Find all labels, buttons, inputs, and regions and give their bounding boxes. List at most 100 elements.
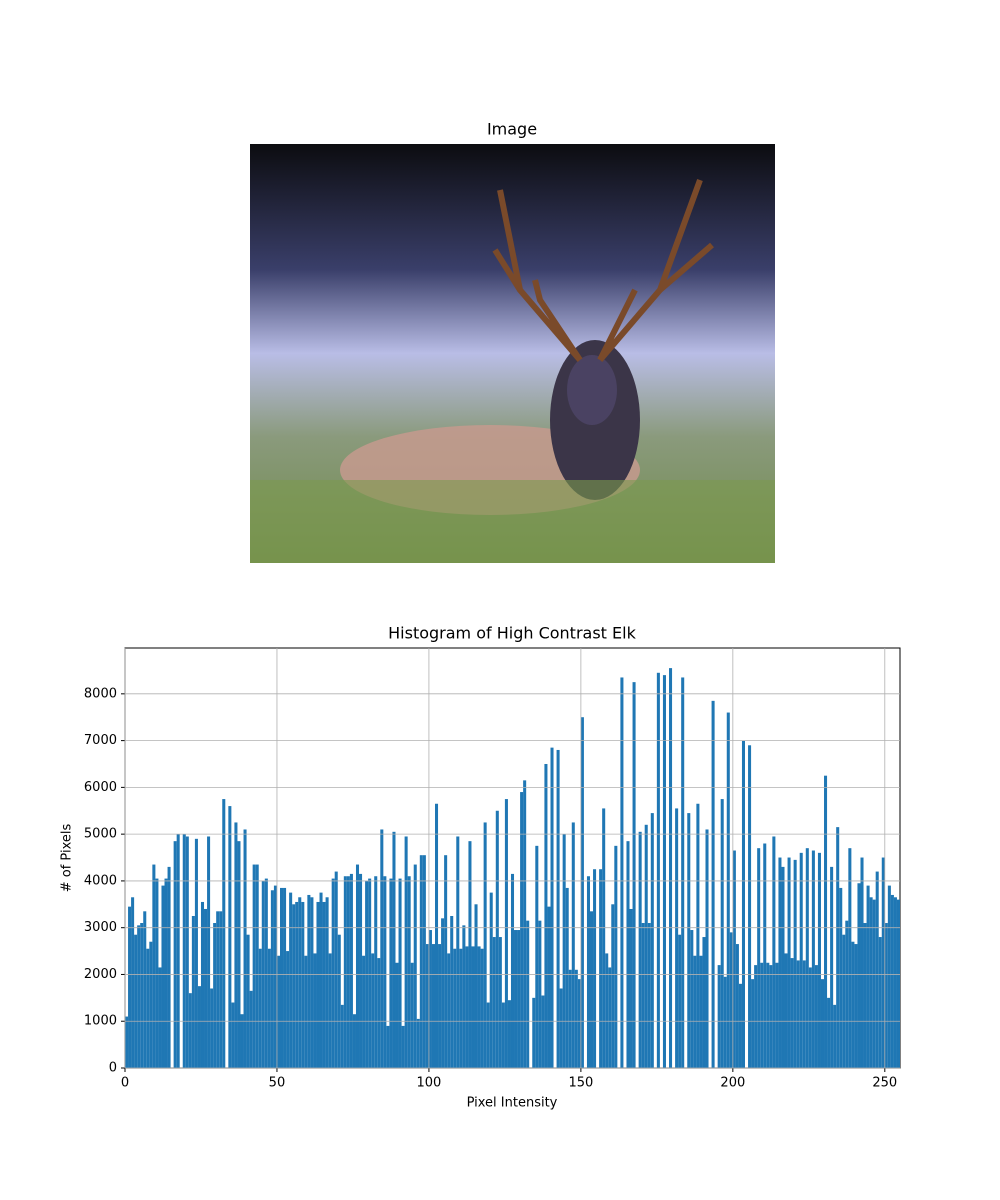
bar xyxy=(483,822,487,1068)
bar xyxy=(565,887,569,1068)
bar xyxy=(283,887,287,1068)
bar xyxy=(517,930,521,1068)
bar xyxy=(568,969,572,1068)
bar xyxy=(641,923,645,1068)
bar xyxy=(593,869,597,1068)
bar xyxy=(559,988,563,1068)
bar xyxy=(748,745,752,1068)
bar xyxy=(477,946,481,1068)
bar xyxy=(167,866,171,1068)
bar xyxy=(304,955,308,1068)
bar xyxy=(216,911,220,1068)
x-tick-label: 200 xyxy=(720,1076,745,1091)
bar xyxy=(590,911,594,1068)
bar xyxy=(355,864,360,1068)
bar xyxy=(395,962,399,1068)
bar xyxy=(489,892,493,1068)
bar xyxy=(431,944,435,1068)
bar xyxy=(824,775,828,1068)
bar xyxy=(264,878,268,1068)
bar xyxy=(404,836,408,1068)
bar xyxy=(252,864,256,1068)
bar xyxy=(820,979,825,1068)
bar xyxy=(398,878,402,1068)
chart-title: Histogram of High Contrast Elk xyxy=(388,624,636,643)
bar xyxy=(164,878,168,1068)
bar xyxy=(599,869,603,1068)
bar xyxy=(775,962,779,1068)
bar xyxy=(471,946,475,1068)
bar xyxy=(191,915,195,1068)
bar xyxy=(869,897,873,1068)
x-tick-label: 150 xyxy=(568,1076,593,1091)
bar xyxy=(550,747,554,1068)
bar xyxy=(486,1002,490,1068)
bar xyxy=(881,857,885,1068)
bar xyxy=(580,717,584,1068)
bar xyxy=(322,901,326,1068)
bar xyxy=(237,841,241,1068)
bar xyxy=(833,1004,837,1068)
bar xyxy=(240,1014,244,1068)
bar xyxy=(161,885,165,1068)
bar xyxy=(258,948,262,1068)
bar xyxy=(778,857,782,1068)
bar xyxy=(814,965,818,1068)
y-tick-label: 0 xyxy=(109,1061,117,1076)
bar xyxy=(805,848,809,1068)
bar xyxy=(769,965,773,1068)
bar xyxy=(501,1002,505,1068)
bars xyxy=(125,668,900,1068)
bar xyxy=(386,1025,390,1068)
bar xyxy=(842,934,846,1068)
bar xyxy=(799,852,803,1068)
bar xyxy=(280,887,284,1068)
bar xyxy=(681,677,685,1068)
bar xyxy=(331,878,335,1068)
bar xyxy=(632,682,636,1068)
bar xyxy=(185,836,189,1068)
bar xyxy=(757,848,761,1068)
bar xyxy=(371,953,375,1068)
bar xyxy=(526,920,530,1068)
bar xyxy=(140,923,144,1068)
y-axis-label: # of Pixels xyxy=(60,824,75,893)
grid xyxy=(124,648,900,1069)
bar xyxy=(210,988,214,1068)
bar xyxy=(267,948,271,1068)
bar xyxy=(416,1018,420,1068)
bar xyxy=(638,831,642,1068)
bar xyxy=(173,841,177,1068)
bar xyxy=(608,967,612,1068)
bar xyxy=(535,845,539,1068)
y-tick-label: 7000 xyxy=(84,733,117,748)
bar xyxy=(307,894,311,1068)
bar xyxy=(514,930,518,1068)
bar xyxy=(702,937,706,1068)
bar xyxy=(243,829,247,1068)
bar xyxy=(839,887,843,1068)
bar xyxy=(538,920,542,1068)
bar xyxy=(544,763,548,1068)
bar xyxy=(732,850,736,1068)
bar xyxy=(690,930,694,1068)
bar xyxy=(213,923,217,1068)
bar xyxy=(480,948,484,1068)
bar xyxy=(541,995,545,1068)
bar xyxy=(228,806,232,1068)
bar xyxy=(453,948,457,1068)
bar xyxy=(848,848,852,1068)
bar xyxy=(292,904,296,1068)
bar xyxy=(854,944,858,1068)
bar xyxy=(207,836,211,1068)
bar xyxy=(155,878,159,1068)
bar xyxy=(450,915,454,1068)
bar xyxy=(611,904,615,1068)
bar xyxy=(711,700,715,1068)
bar xyxy=(200,901,205,1068)
bar xyxy=(498,937,502,1068)
bar xyxy=(878,937,882,1068)
bar xyxy=(614,845,618,1068)
bar xyxy=(763,843,767,1068)
bar xyxy=(359,873,363,1068)
